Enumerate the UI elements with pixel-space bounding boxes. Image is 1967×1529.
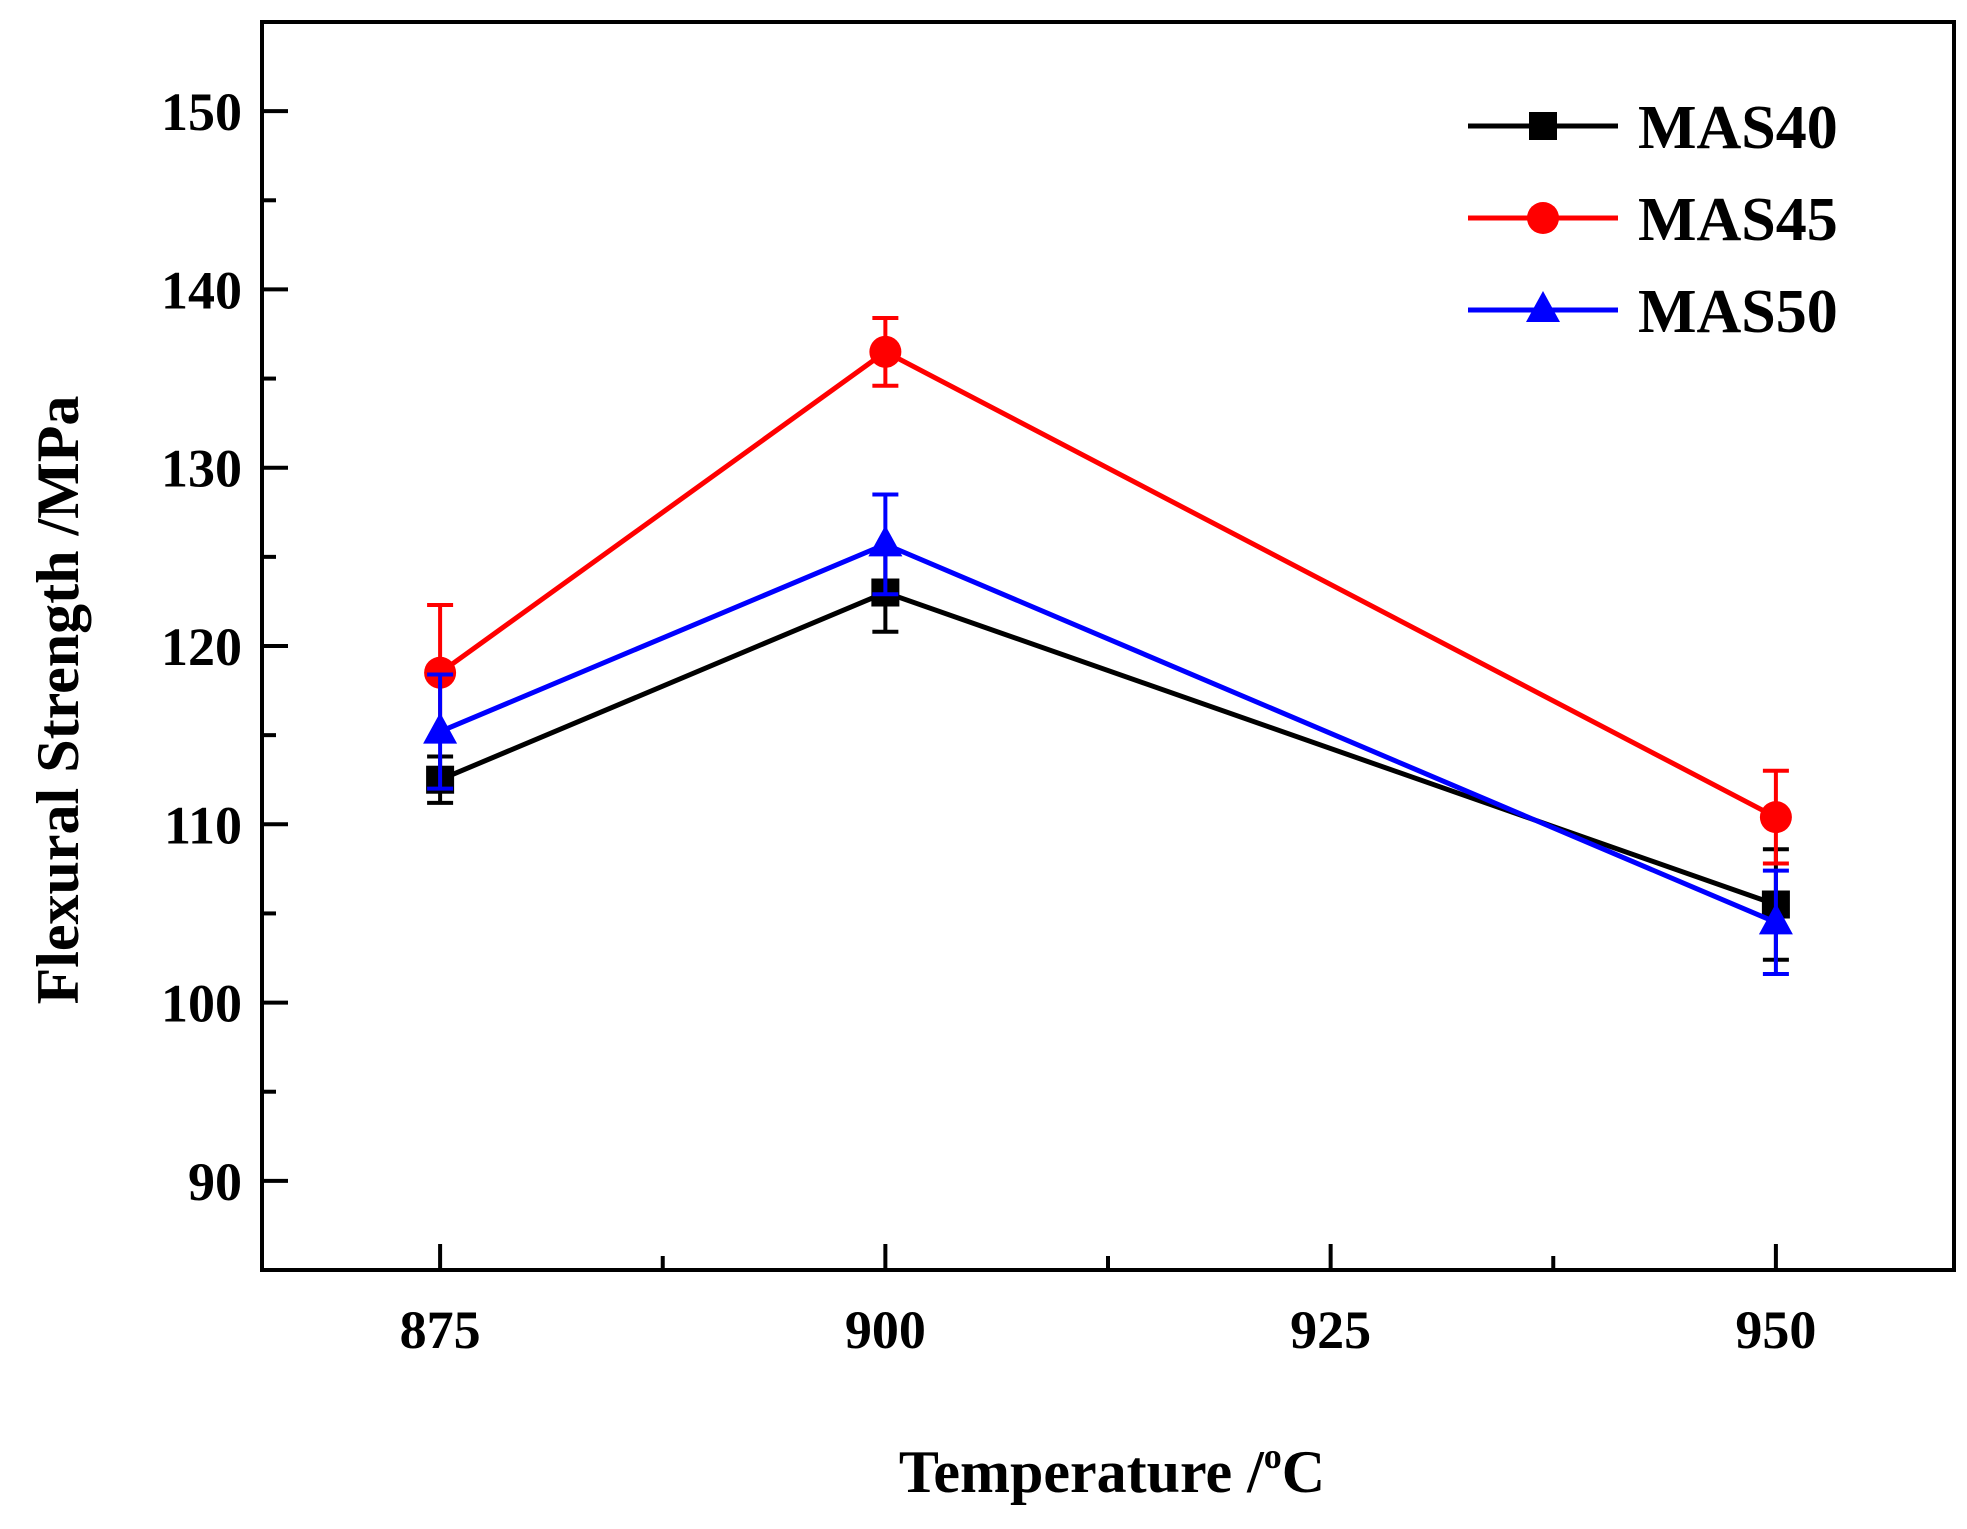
series-mas40 bbox=[426, 551, 1790, 962]
legend-mas40-label: MAS40 bbox=[1638, 94, 1838, 162]
x-axis-title-text: Temperature / bbox=[899, 1439, 1265, 1505]
y-tick-label: 90 bbox=[188, 1152, 242, 1212]
y-tick-label: 100 bbox=[161, 974, 242, 1034]
series-layer bbox=[423, 315, 1793, 977]
y-axis-title: Flexural Strength /MPa bbox=[25, 396, 91, 1005]
legend-mas50-label: MAS50 bbox=[1638, 278, 1838, 346]
axes-layer: 90 100 110 120 130 140 150 875 900 925 950 bbox=[161, 82, 1816, 1360]
mas45-line bbox=[438, 348, 1778, 820]
y-tick-label: 110 bbox=[164, 795, 242, 855]
legend-mas45-label: MAS45 bbox=[1638, 186, 1838, 254]
x-tick-label: 925 bbox=[1290, 1300, 1371, 1360]
y-tick-label: 150 bbox=[161, 82, 242, 142]
x-tick-label: 900 bbox=[845, 1300, 926, 1360]
x-tick-label: 950 bbox=[1735, 1300, 1816, 1360]
mas50-point bbox=[1758, 903, 1793, 935]
legend-mas50-marker bbox=[1526, 291, 1560, 322]
y-tick-label: 120 bbox=[161, 617, 242, 677]
mas45-point bbox=[1759, 801, 1792, 834]
series-mas50 bbox=[423, 492, 1793, 977]
x-axis-title-unit: C bbox=[1282, 1439, 1325, 1505]
x-axis-title: Temperature /oC bbox=[899, 1436, 1325, 1505]
legend: MAS40 MAS45 MAS50 bbox=[1468, 94, 1838, 346]
x-tick-label: 875 bbox=[400, 1300, 481, 1360]
legend-mas40-marker bbox=[1529, 112, 1557, 140]
legend-mas45-marker bbox=[1527, 202, 1559, 234]
x-axis-title-unit-sup: o bbox=[1264, 1436, 1282, 1476]
mas50-point bbox=[868, 525, 903, 557]
y-tick-label: 140 bbox=[161, 260, 242, 320]
mas50-line bbox=[439, 541, 1777, 925]
mas45-point bbox=[869, 335, 902, 368]
series-mas45 bbox=[424, 315, 1792, 866]
y-tick-label: 130 bbox=[161, 439, 242, 499]
mas50-point bbox=[423, 712, 458, 744]
